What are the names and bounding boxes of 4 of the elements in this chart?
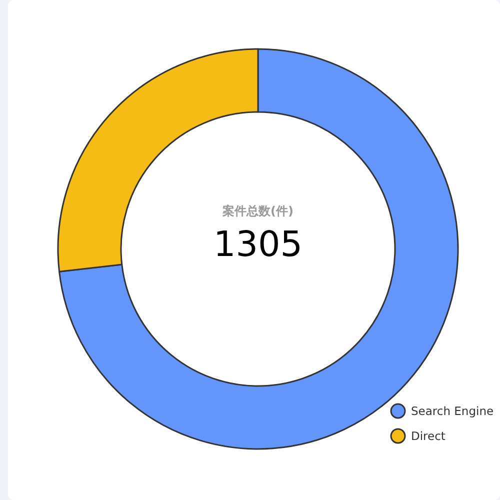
legend-label: Search Engine — [411, 404, 494, 418]
text: 案件总数(件) — [222, 204, 294, 218]
text: 1305 — [213, 225, 303, 265]
legend-label: Direct — [411, 429, 446, 443]
